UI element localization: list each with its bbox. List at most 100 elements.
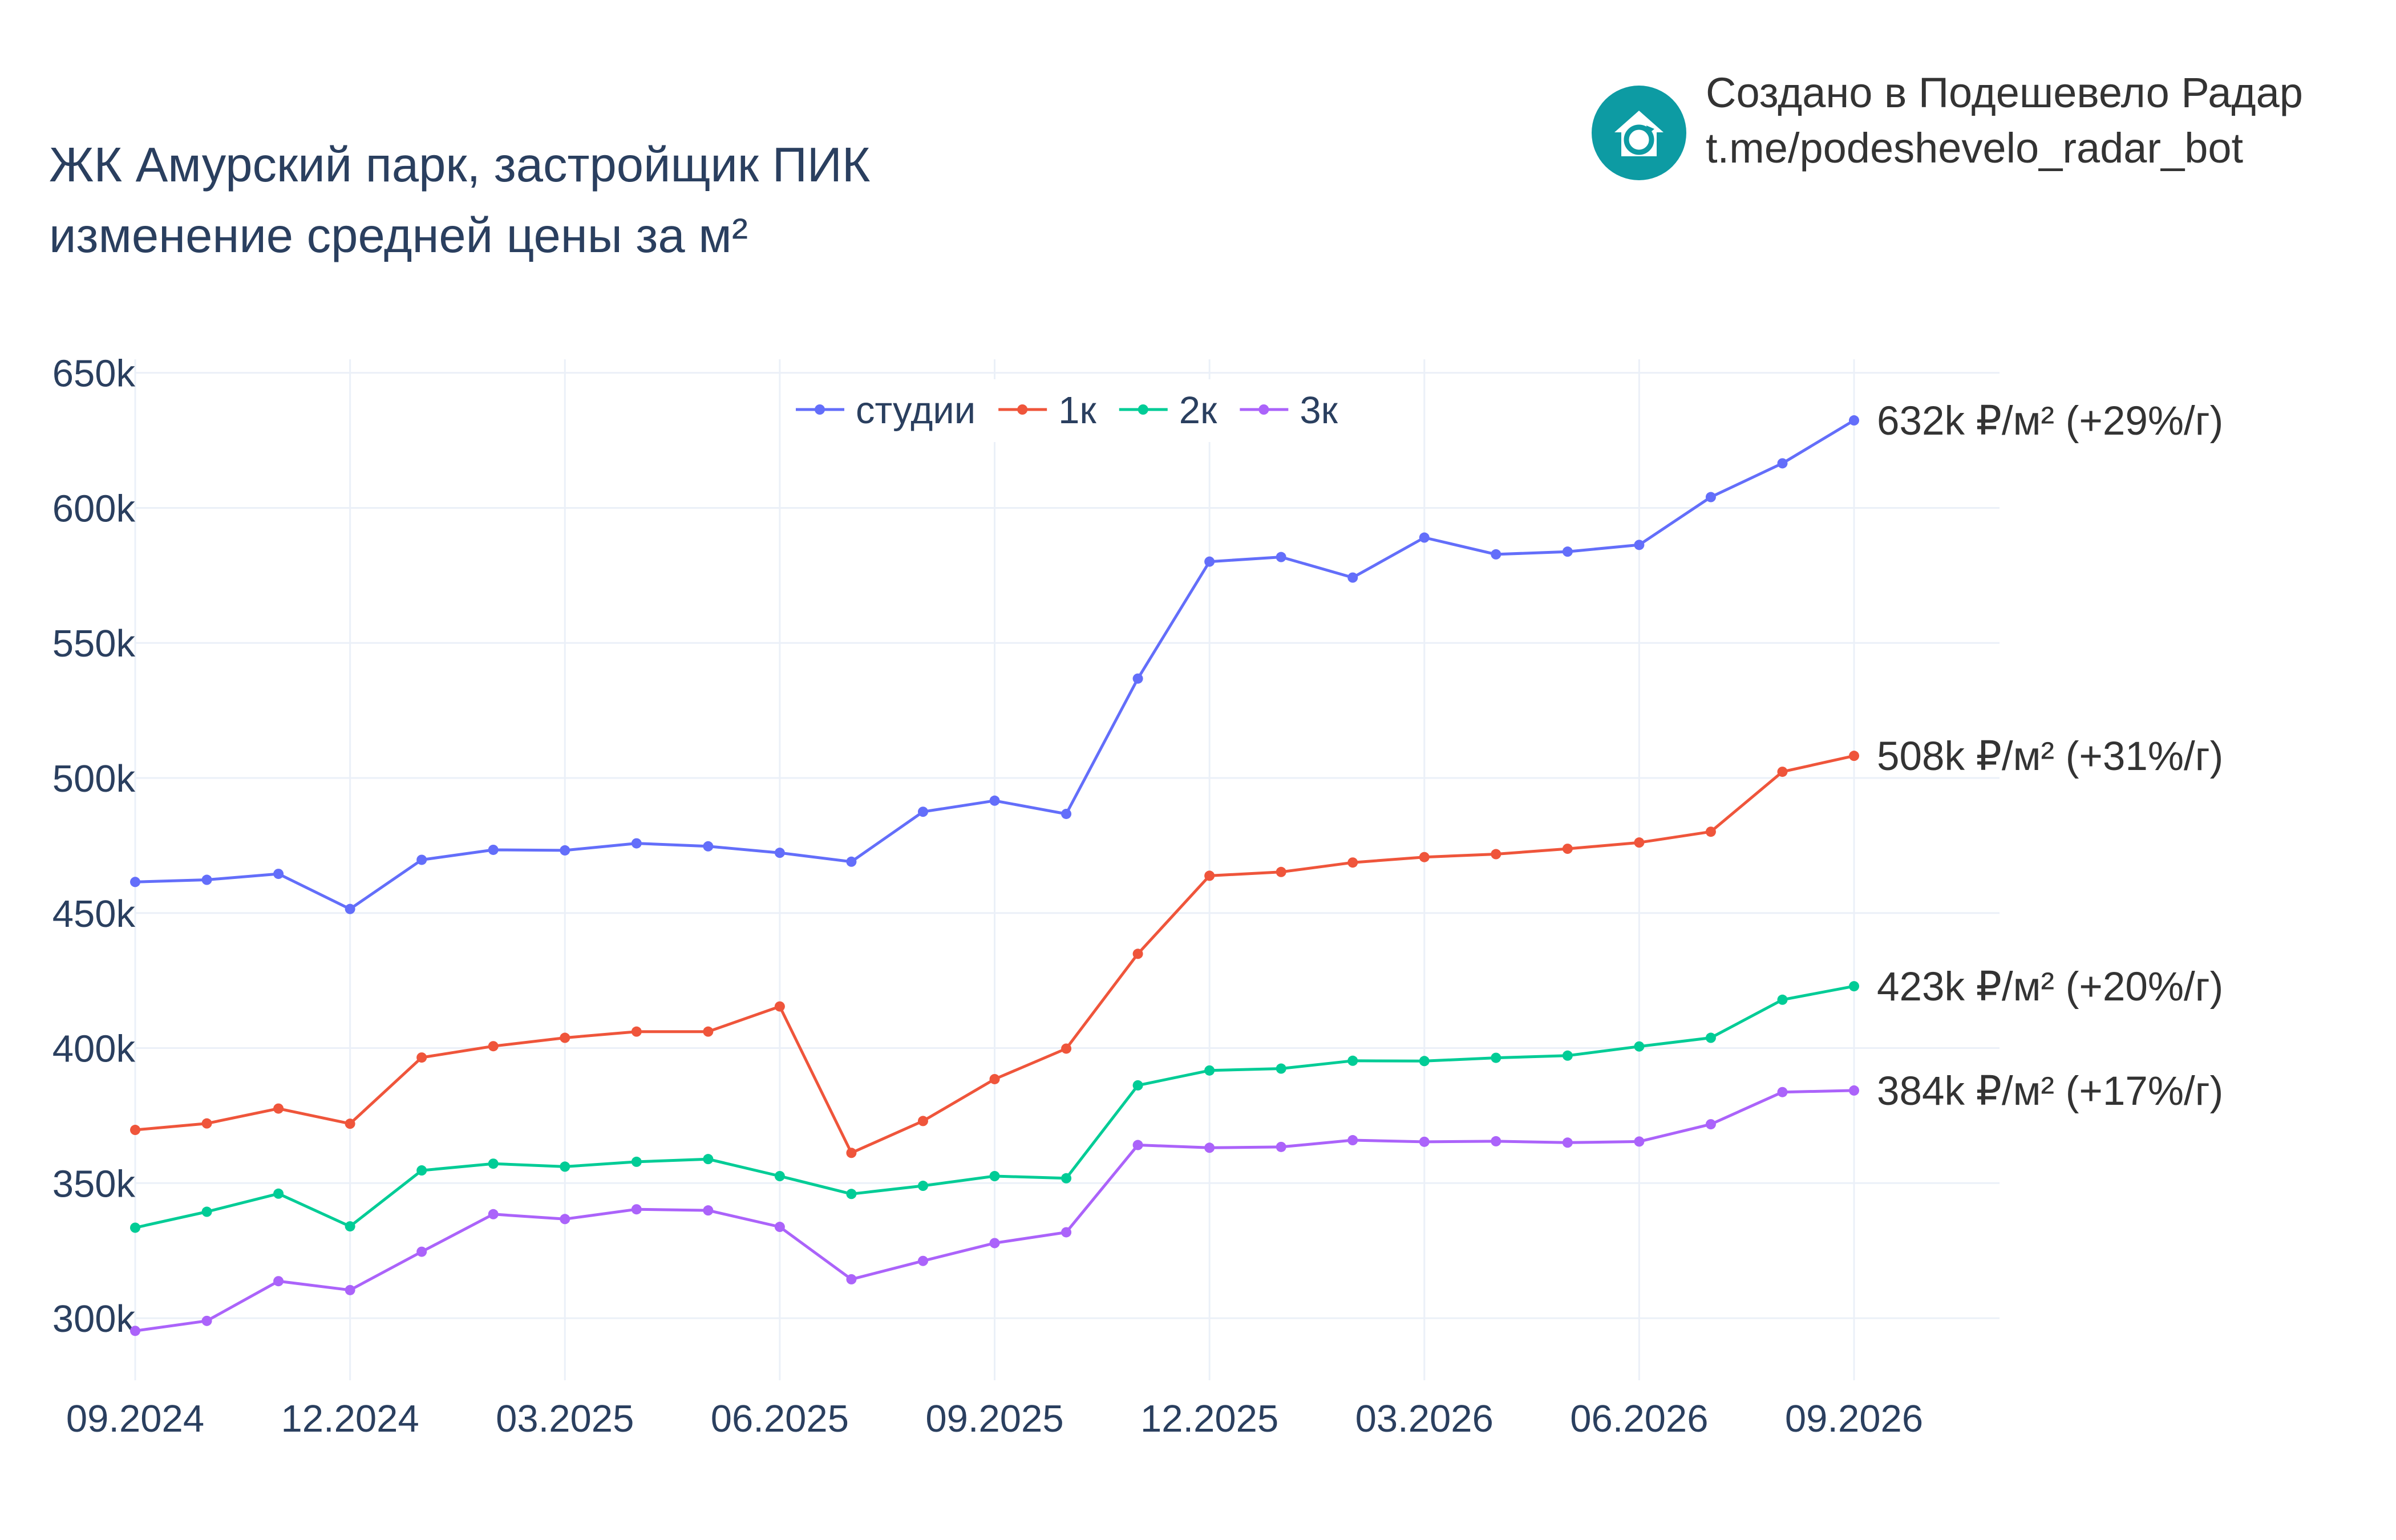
data-point[interactable] (1777, 994, 1788, 1005)
data-point[interactable] (1634, 837, 1645, 848)
data-point[interactable] (1132, 949, 1143, 959)
data-point[interactable] (130, 1222, 140, 1233)
data-point[interactable] (1419, 532, 1430, 543)
data-point[interactable] (631, 838, 642, 849)
data-point[interactable] (488, 1158, 499, 1169)
data-point[interactable] (1204, 870, 1215, 881)
legend-item[interactable]: 2к (1119, 389, 1217, 432)
data-point[interactable] (631, 1026, 642, 1037)
data-point[interactable] (917, 1116, 928, 1126)
data-point[interactable] (560, 1032, 570, 1043)
data-point[interactable] (1562, 546, 1573, 557)
data-point[interactable] (774, 1222, 785, 1233)
data-point[interactable] (1849, 1085, 1859, 1096)
data-point[interactable] (846, 856, 857, 867)
data-point[interactable] (774, 848, 785, 858)
data-point[interactable] (1276, 1141, 1286, 1152)
data-point[interactable] (1347, 857, 1358, 868)
data-point[interactable] (989, 795, 1000, 806)
legend-item[interactable]: 3к (1240, 389, 1338, 432)
data-point[interactable] (1132, 1080, 1143, 1091)
data-point[interactable] (488, 844, 499, 855)
data-point[interactable] (1061, 1173, 1072, 1184)
data-point[interactable] (1491, 849, 1501, 860)
data-point[interactable] (130, 877, 140, 887)
data-point[interactable] (201, 1206, 212, 1217)
data-point[interactable] (1419, 1136, 1430, 1147)
data-point[interactable] (416, 1052, 427, 1063)
data-point[interactable] (1061, 1227, 1072, 1238)
data-point[interactable] (273, 869, 284, 880)
data-point[interactable] (1276, 1063, 1286, 1074)
data-point[interactable] (1705, 826, 1716, 837)
data-point[interactable] (416, 854, 427, 865)
data-point[interactable] (846, 1189, 857, 1199)
data-point[interactable] (631, 1156, 642, 1167)
data-point[interactable] (1562, 844, 1573, 854)
data-point[interactable] (917, 1181, 928, 1192)
data-point[interactable] (989, 1073, 1000, 1084)
data-point[interactable] (488, 1041, 499, 1052)
data-point[interactable] (1204, 1065, 1215, 1076)
data-point[interactable] (1705, 1119, 1716, 1130)
data-point[interactable] (1777, 1087, 1788, 1097)
data-point[interactable] (273, 1103, 284, 1114)
data-point[interactable] (774, 1171, 785, 1181)
data-point[interactable] (1849, 751, 1859, 761)
data-point[interactable] (201, 874, 212, 885)
data-point[interactable] (201, 1118, 212, 1129)
data-point[interactable] (774, 1001, 785, 1012)
data-point[interactable] (488, 1209, 499, 1219)
data-point[interactable] (1204, 1142, 1215, 1153)
data-point[interactable] (1777, 458, 1788, 469)
data-point[interactable] (1634, 540, 1645, 550)
data-point[interactable] (345, 1221, 355, 1232)
data-point[interactable] (846, 1148, 857, 1158)
data-point[interactable] (1276, 866, 1286, 877)
data-point[interactable] (1061, 808, 1072, 819)
data-point[interactable] (1204, 556, 1215, 567)
data-point[interactable] (1061, 1043, 1072, 1054)
data-point[interactable] (1132, 673, 1143, 684)
data-point[interactable] (560, 845, 570, 856)
data-point[interactable] (1419, 852, 1430, 862)
data-point[interactable] (1132, 1140, 1143, 1150)
data-point[interactable] (273, 1276, 284, 1287)
data-point[interactable] (560, 1161, 570, 1172)
data-point[interactable] (703, 841, 714, 852)
data-point[interactable] (130, 1326, 140, 1336)
data-point[interactable] (1777, 767, 1788, 777)
data-point[interactable] (1491, 1136, 1501, 1146)
data-point[interactable] (1562, 1137, 1573, 1148)
data-point[interactable] (1705, 492, 1716, 502)
data-point[interactable] (989, 1171, 1000, 1181)
data-point[interactable] (1634, 1136, 1645, 1147)
legend-item[interactable]: студии (796, 389, 976, 432)
data-point[interactable] (345, 1284, 355, 1295)
data-point[interactable] (703, 1026, 714, 1037)
data-point[interactable] (1347, 572, 1358, 583)
data-point[interactable] (1491, 1052, 1501, 1063)
branding-link[interactable]: t.me/podeshevelo_radar_bot (1706, 124, 2244, 172)
data-point[interactable] (1562, 1050, 1573, 1061)
data-point[interactable] (1419, 1056, 1430, 1067)
data-point[interactable] (416, 1246, 427, 1257)
data-point[interactable] (1491, 549, 1501, 560)
data-point[interactable] (1347, 1135, 1358, 1146)
data-point[interactable] (273, 1188, 284, 1199)
data-point[interactable] (1634, 1041, 1645, 1052)
data-point[interactable] (703, 1154, 714, 1165)
data-point[interactable] (917, 1255, 928, 1266)
data-point[interactable] (1347, 1055, 1358, 1066)
data-point[interactable] (1276, 552, 1286, 562)
data-point[interactable] (703, 1205, 714, 1216)
data-point[interactable] (1849, 981, 1859, 992)
data-point[interactable] (345, 1118, 355, 1129)
data-point[interactable] (846, 1274, 857, 1284)
data-point[interactable] (130, 1125, 140, 1136)
data-point[interactable] (1849, 415, 1859, 426)
chart-legend[interactable]: студии 1к 2к 3к (782, 379, 1352, 442)
data-point[interactable] (917, 807, 928, 817)
data-point[interactable] (631, 1204, 642, 1215)
data-point[interactable] (560, 1214, 570, 1225)
